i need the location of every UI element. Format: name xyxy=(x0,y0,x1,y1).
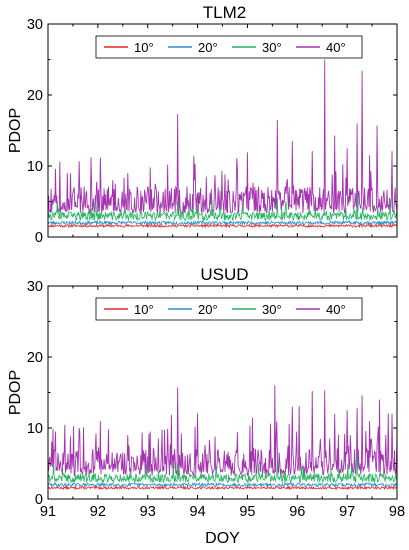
x-tick-label: 95 xyxy=(239,504,255,520)
chart-title: USUD xyxy=(200,265,248,284)
y-tick-label: 30 xyxy=(27,17,43,33)
chart-panel-1: TLM2 0 10 20 30 PDOP 10° 20° 30° 40° xyxy=(7,3,398,246)
x-tick-label: 93 xyxy=(140,504,156,520)
plot-area xyxy=(48,59,397,229)
y-tick-label: 20 xyxy=(27,350,43,366)
series-line-3 xyxy=(48,456,397,484)
series-line-2 xyxy=(48,219,397,227)
y-tick-label: 0 xyxy=(35,230,43,246)
legend-label-3: 30° xyxy=(262,40,282,55)
y-tick-label: 30 xyxy=(27,279,43,295)
legend-label-4: 40° xyxy=(326,40,346,55)
chart-title: TLM2 xyxy=(203,3,246,22)
legend-label-3: 30° xyxy=(262,302,282,317)
legend-box xyxy=(95,297,363,321)
y-axis-label: PDOP xyxy=(7,370,24,415)
y-axis-label: PDOP xyxy=(7,108,24,153)
legend-box xyxy=(95,35,363,59)
legend: 10° 20° 30° 40° xyxy=(95,297,363,321)
y-tick-label: 0 xyxy=(35,492,43,508)
x-tick-label: 94 xyxy=(190,504,206,520)
x-tick-label: 97 xyxy=(339,504,355,520)
legend-label-1: 10° xyxy=(134,40,154,55)
series-line-1 xyxy=(48,485,397,491)
series-line-4 xyxy=(48,59,397,214)
plot-area xyxy=(48,385,397,491)
x-axis-label: DOY xyxy=(205,530,240,547)
y-tick-label: 20 xyxy=(27,88,43,104)
series-line-3 xyxy=(48,194,397,222)
legend-label-4: 40° xyxy=(326,302,346,317)
series-line-2 xyxy=(48,481,397,489)
series-line-4 xyxy=(48,385,397,477)
y-tick-label: 10 xyxy=(27,159,43,175)
series-line-1 xyxy=(48,223,397,229)
y-tick-label: 10 xyxy=(27,421,43,437)
legend: 10° 20° 30° 40° xyxy=(95,35,363,59)
legend-label-2: 20° xyxy=(198,302,218,317)
chart-panel-2: USUD 0 10 20 30 91 92 93 94 95 96 97 98 PDOP DOY 10° 20°… xyxy=(7,265,405,547)
x-tick-label: 91 xyxy=(40,504,56,520)
x-tick-label: 98 xyxy=(389,504,405,520)
x-tick-label: 92 xyxy=(90,504,106,520)
legend-label-1: 10° xyxy=(134,302,154,317)
x-tick-label: 96 xyxy=(289,504,305,520)
legend-label-2: 20° xyxy=(198,40,218,55)
